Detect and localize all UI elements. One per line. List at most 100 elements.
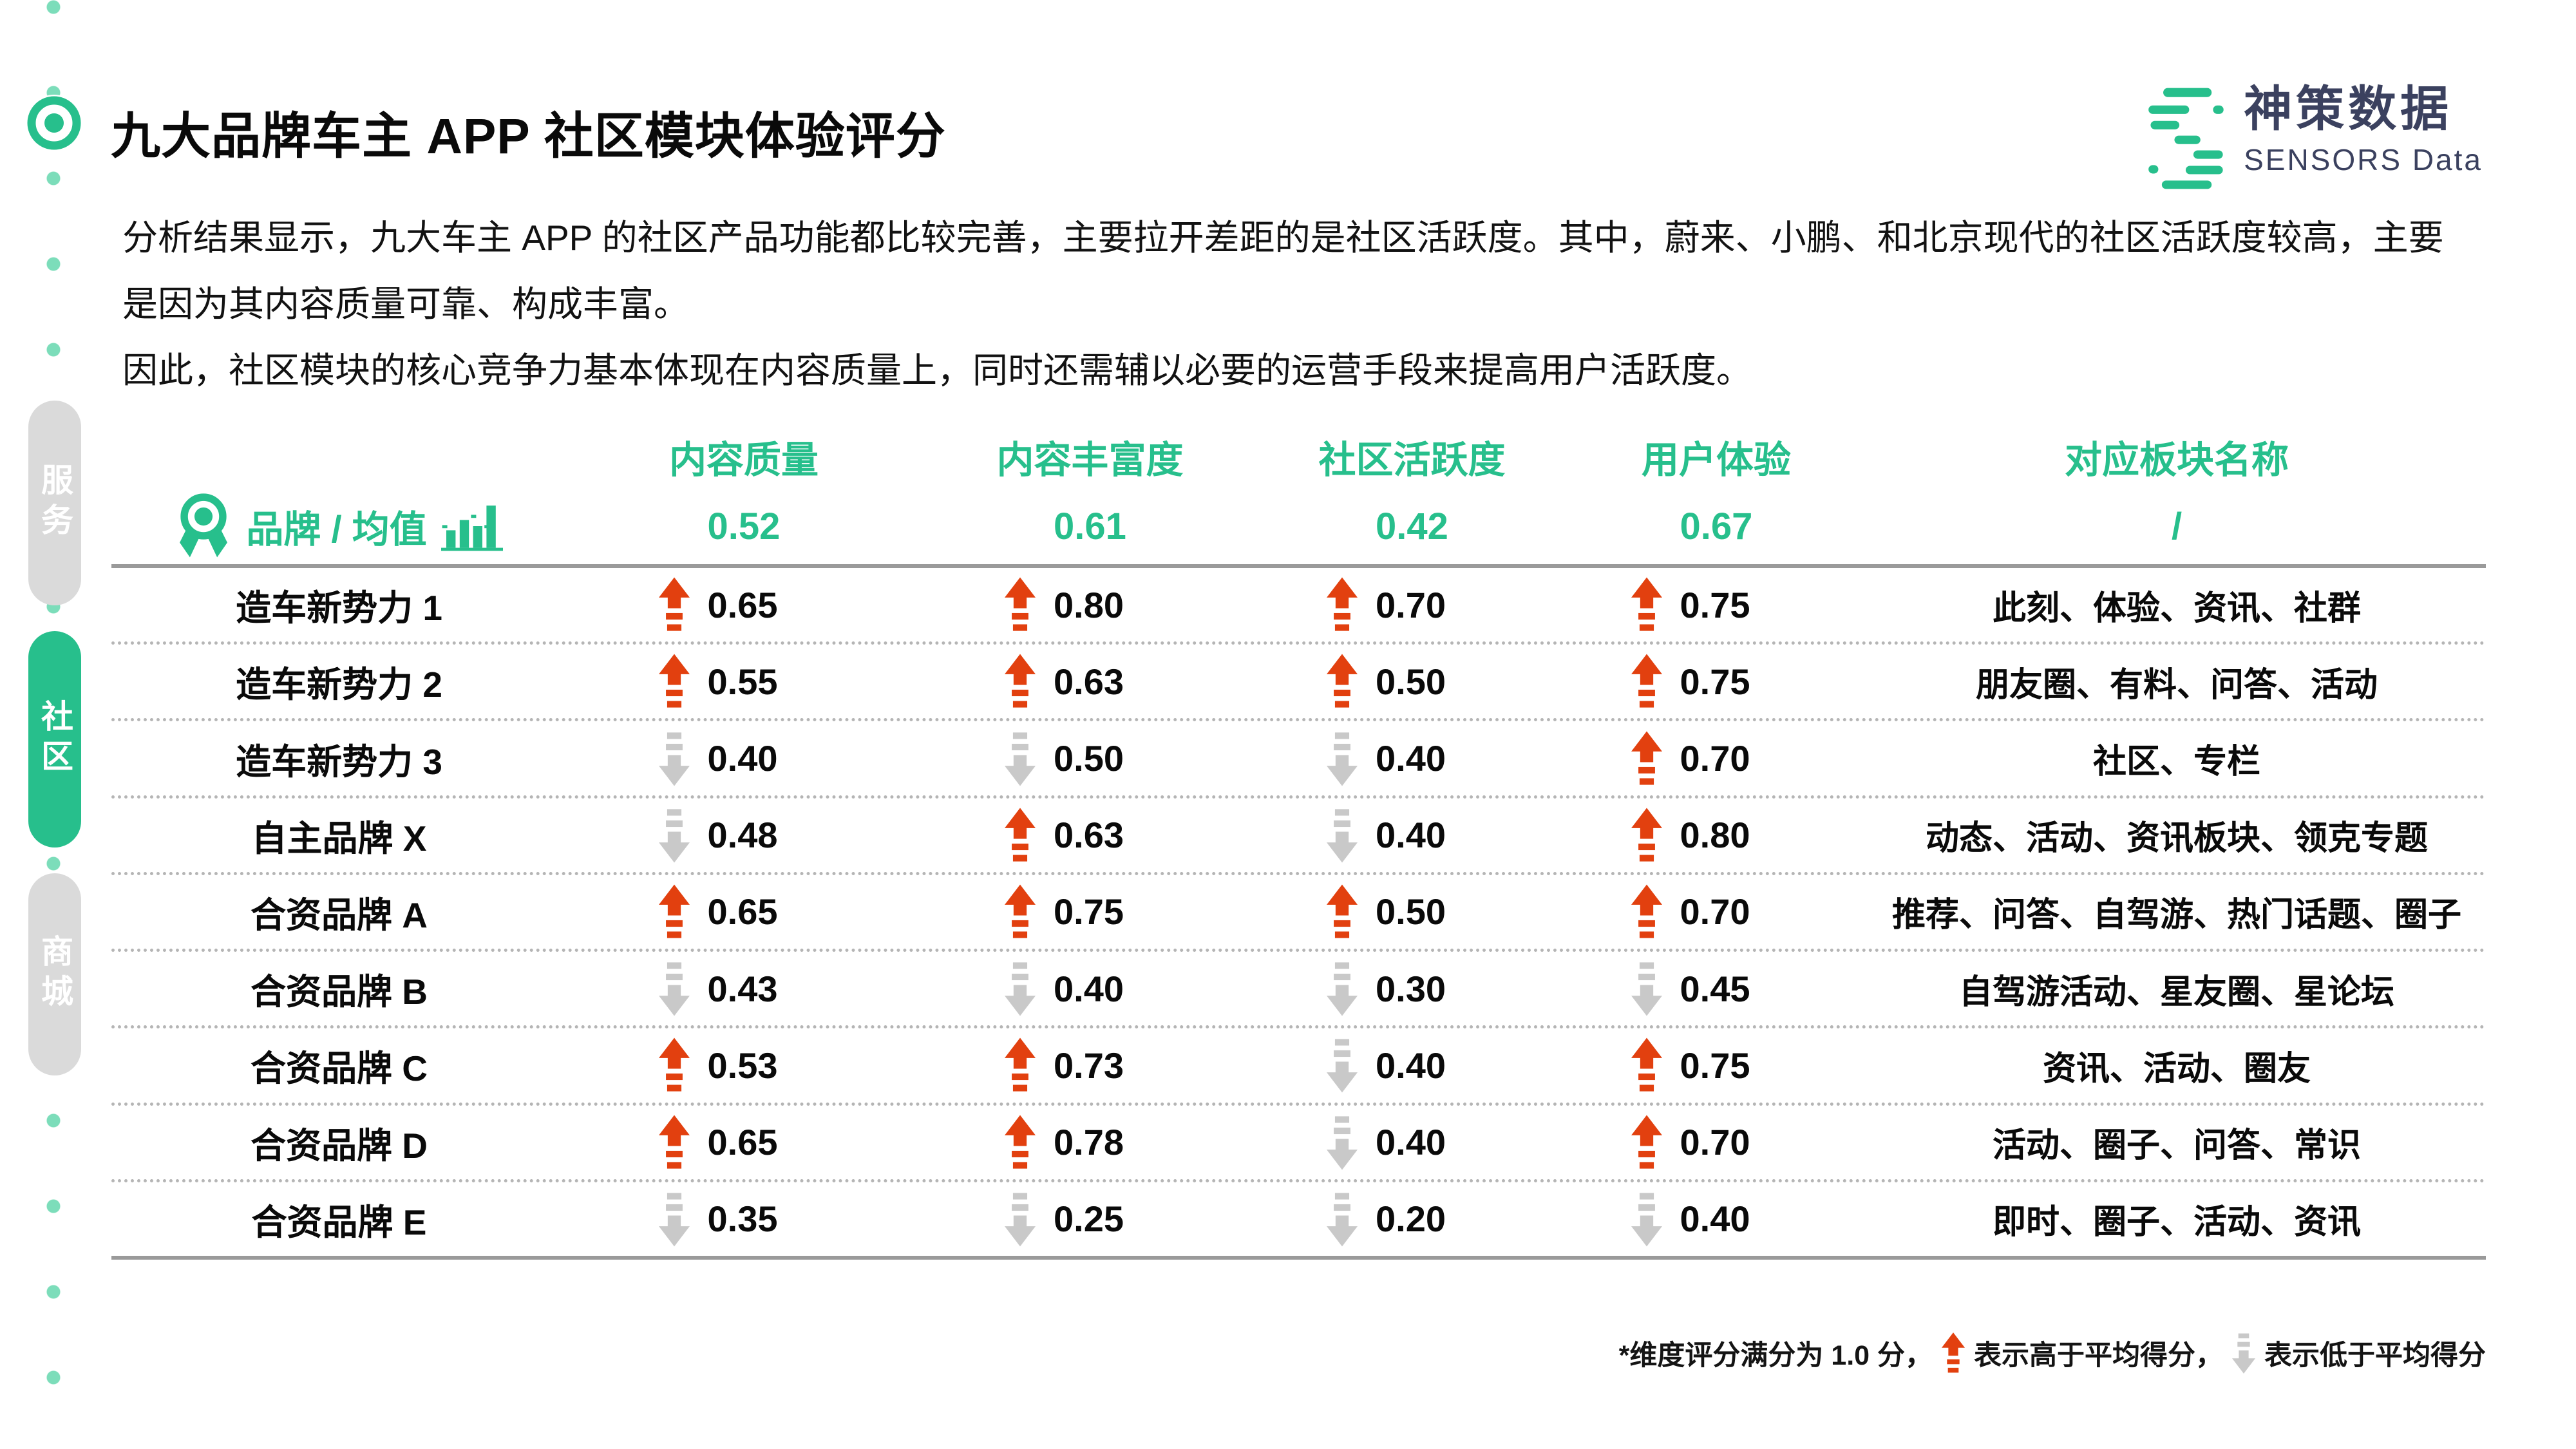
score-cell-content-quality: 0.35 (541, 1191, 895, 1247)
score-cell-community-activity: 0.50 (1233, 654, 1539, 709)
column-average-content-quality: 0.52 (707, 505, 781, 547)
trend-arrow-icon (1327, 884, 1358, 940)
column-header-content-richness: 内容丰富度 (996, 439, 1184, 481)
score-cell-content-quality: 0.43 (541, 961, 895, 1016)
score-cell-community-activity: 0.40 (1233, 1115, 1539, 1170)
table-row: 合资品牌 E 0.35 0.25 0.20 0.40 即时、圈子 (111, 1182, 2486, 1256)
page-title: 九大品牌车主 APP 社区模块体验评分 (111, 109, 946, 164)
trend-arrow-icon (1631, 961, 1662, 1016)
score-cell-user-experience: 0.45 (1539, 961, 1842, 1016)
score-value: 0.63 (1054, 815, 1124, 856)
score-value: 0.40 (1376, 1122, 1446, 1163)
score-value: 0.35 (707, 1198, 778, 1240)
modules-cell: 自驾游活动、星友圈、星论坛 (1958, 973, 2394, 1011)
medal-icon (180, 493, 228, 558)
score-cell-user-experience: 0.70 (1539, 1115, 1842, 1170)
score-value: 0.50 (1054, 738, 1124, 779)
trend-arrow-icon (1327, 731, 1358, 786)
up-arrow-icon (1631, 808, 1662, 863)
score-value: 0.40 (707, 738, 778, 779)
trend-arrow-icon (659, 1037, 690, 1093)
up-arrow-icon (1327, 884, 1358, 940)
down-arrow-icon (1327, 1115, 1358, 1170)
score-cell-community-activity: 0.50 (1233, 884, 1539, 940)
modules-cell: 朋友圈、有料、问答、活动 (1975, 666, 2378, 704)
score-cell-content-quality: 0.48 (541, 808, 895, 863)
score-value: 0.40 (1054, 968, 1124, 1009)
score-cell-content-richness: 0.40 (895, 961, 1233, 1016)
bar-chart-icon (440, 506, 503, 551)
trend-arrow-icon (1631, 1037, 1662, 1093)
down-arrow-icon (2232, 1332, 2255, 1374)
score-value: 0.48 (707, 815, 778, 856)
down-arrow-icon (1005, 1191, 1036, 1247)
column-header-user-experience: 用户体验 (1641, 439, 1791, 481)
column-average-user-experience: 0.67 (1680, 505, 1753, 547)
score-cell-content-quality: 0.65 (541, 884, 895, 940)
score-value: 0.75 (1680, 584, 1750, 625)
down-arrow-icon (659, 1191, 690, 1247)
modules-cell: 推荐、问答、自驾游、热门话题、圈子 (1891, 896, 2461, 934)
score-value: 0.53 (707, 1045, 778, 1086)
sidebar-tab-mall[interactable]: 商城 (28, 873, 81, 1075)
score-value: 0.65 (707, 1122, 778, 1163)
trend-arrow-icon (1631, 808, 1662, 863)
score-value: 0.25 (1054, 1198, 1124, 1240)
trend-arrow-icon (1005, 731, 1036, 786)
modules-cell: 动态、活动、资讯板块、领克专题 (1925, 820, 2428, 858)
down-arrow-icon (1327, 961, 1358, 1016)
trend-arrow-icon (659, 731, 690, 786)
brand-name: 合资品牌 C (250, 1048, 428, 1089)
intro-paragraph-1: 分析结果显示，九大车主 APP 的社区产品功能都比较完善，主要拉开差距的是社区活… (122, 218, 2444, 324)
trend-arrow-icon (1327, 1191, 1358, 1247)
brand-cell: 合资品牌 B (111, 963, 567, 1014)
column-header-spacer (111, 425, 567, 488)
sidebar-tab-community[interactable]: 社区 (28, 631, 81, 848)
table-row: 合资品牌 D 0.65 0.78 0.40 0.70 活动、圈子 (111, 1106, 2486, 1182)
column-average-content-richness: 0.61 (1054, 505, 1126, 547)
footnote: *维度评分满分为 1.0 分， 表示高于平均得分， 表示低于平均得分 (1619, 1332, 2486, 1374)
brand-cell: 合资品牌 D (111, 1117, 567, 1168)
score-table: 内容质量 内容丰富度 社区活跃度 用户体验 对应板块名称 品牌 / 均值 (111, 425, 2486, 1260)
score-value: 0.70 (1680, 738, 1750, 779)
up-arrow-icon (1631, 654, 1662, 709)
score-value: 0.43 (707, 968, 778, 1009)
score-cell-community-activity: 0.40 (1233, 731, 1539, 786)
up-arrow-icon (1631, 731, 1662, 786)
trend-arrow-icon (1005, 808, 1036, 863)
up-arrow-icon (1631, 1037, 1662, 1093)
trend-arrow-icon (1005, 654, 1036, 709)
modules-cell: 社区、专栏 (2092, 743, 2260, 781)
sensors-logo-icon (2148, 88, 2224, 189)
score-value: 0.50 (1376, 891, 1446, 933)
score-value: 0.70 (1680, 891, 1750, 933)
up-arrow-icon (659, 577, 690, 632)
column-header-content-quality: 内容质量 (668, 439, 819, 481)
brand-name: 合资品牌 A (250, 895, 428, 935)
score-cell-content-richness: 0.78 (895, 1115, 1233, 1170)
brand-cell: 造车新势力 1 (111, 579, 567, 630)
score-cell-user-experience: 0.70 (1539, 884, 1842, 940)
down-arrow-icon (659, 808, 690, 863)
trend-arrow-icon (1631, 731, 1662, 786)
brand-name: 造车新势力 3 (236, 741, 442, 782)
trend-arrow-icon (1005, 1037, 1036, 1093)
up-arrow-icon (659, 1037, 690, 1093)
brand-cell: 合资品牌 E (111, 1193, 567, 1245)
score-value: 0.80 (1054, 584, 1124, 625)
score-value: 0.30 (1376, 968, 1446, 1009)
up-arrow-icon (1005, 884, 1036, 940)
score-cell-community-activity: 0.40 (1233, 1037, 1539, 1093)
score-cell-content-richness: 0.75 (895, 884, 1233, 940)
up-arrow-icon (659, 654, 690, 709)
up-arrow-icon (1005, 1115, 1036, 1170)
score-cell-user-experience: 0.70 (1539, 731, 1842, 786)
sidebar-tab-service[interactable]: 服务 (28, 401, 81, 605)
score-value: 0.65 (707, 891, 778, 933)
score-cell-content-richness: 0.73 (895, 1037, 1233, 1093)
down-arrow-icon (1327, 731, 1358, 786)
down-arrow-icon (1327, 808, 1358, 863)
score-value: 0.75 (1680, 661, 1750, 702)
score-value: 0.78 (1054, 1122, 1124, 1163)
